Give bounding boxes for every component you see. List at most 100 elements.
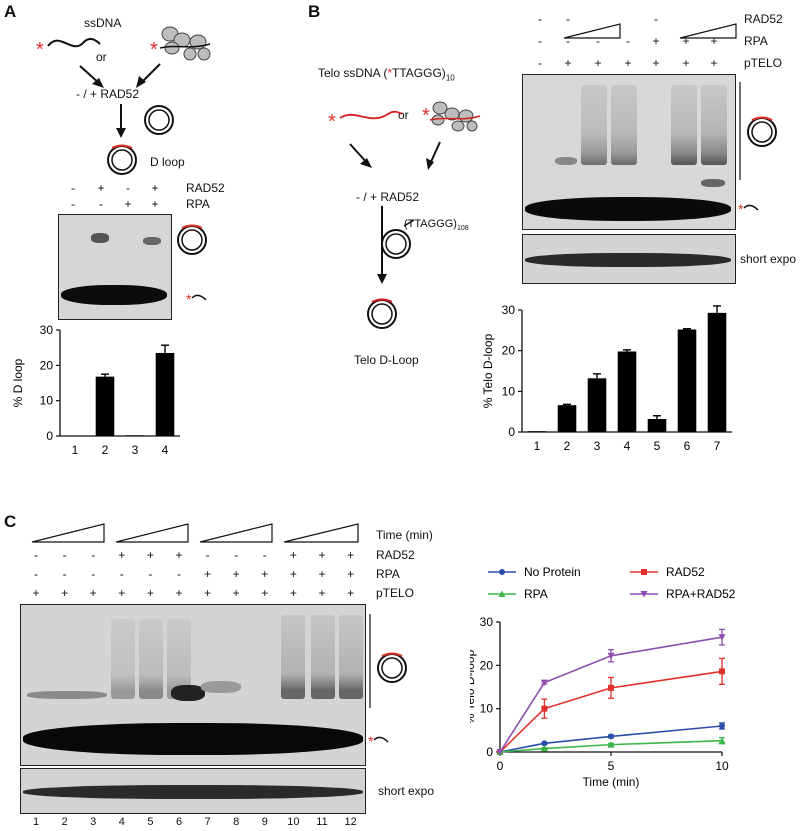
panel-c-sign-1-3: - [91,548,96,562]
panel-b-row-label-ptelo: pTELO [744,56,783,70]
panel-c-sign-1-6: + [175,548,183,562]
panel-b-sign-3-4: + [624,56,632,70]
panel-b-sign-2-4: - [626,34,630,48]
data-point-rad52 [719,668,725,675]
panel-c-sign-2-12: + [347,567,355,581]
panel-c-time-label: Time (min) [376,528,433,542]
y-tick-label: 0 [46,429,53,443]
bar-7 [707,312,727,432]
panel-c-short-expo-gel [20,768,366,814]
bar-2 [557,405,577,432]
panel-b-plasmid-label: (TTAGGG)108 [404,218,469,233]
x-tick-label: 4 [624,439,631,453]
legend-marker-rpa-rad52 [640,591,648,598]
gel-band [525,197,731,221]
y-tick-label: 30 [502,303,516,317]
gel-smear [671,85,697,165]
panel-b-gel-legend: * [738,82,777,217]
gel-band [91,233,109,243]
data-point-rpa-rad52 [540,679,548,687]
panel-a-dloop-label: D loop [150,155,185,169]
panel-c-sign-3-7: + [204,586,212,600]
gel-smear [701,85,727,165]
panel-c-sign-1-8: - [234,548,239,562]
data-point-rad52 [541,705,548,712]
panel-c-sign-2-11: + [318,567,326,581]
panel-b-gradient-triangles [563,23,737,39]
panel-c-sign-2-2: - [62,567,67,581]
panel-b-sign-3-3: + [594,56,602,70]
panel-c-sign-1-9: - [262,548,267,562]
panel-b-row-label-rpa: RPA [744,34,768,48]
panel-c-gel-legend: * [368,614,407,749]
gel-band [171,685,205,701]
panel-b-short-expo-gel [522,234,736,284]
panel-c-sign-3-4: + [118,586,126,600]
y-axis-label: % Telo D-loop [470,649,477,724]
legend-label-rpa-rad52: RPA+RAD52 [666,587,736,601]
panel-c-line-chart: 0 10 20 30 0 5 10 Time (min) % Telo D-loop No Pro… [470,565,736,789]
panel-c-lane-number: 2 [61,816,68,828]
legend-marker-no-protein [499,569,505,575]
panel-a-sign-1-4: + [151,181,159,195]
panel-c-sign-2-6: - [177,567,181,581]
x-tick-label: 5 [654,439,661,453]
x-tick-label: 7 [714,439,721,453]
legend-marker-rad52 [641,569,647,575]
gel-smear [339,615,363,699]
panel-c-lane-number: 3 [90,816,97,828]
panel-b-star-icon-2: * [422,105,430,127]
panel-a-star-icon: * [36,39,44,61]
panel-c-sign-1-10: + [289,548,297,562]
panel-b-sign-2-2: - [566,34,570,48]
panel-b-sign-1-2: - [566,12,570,26]
panel-b-schematic: * * [328,101,481,329]
panel-c-lane-number: 11 [316,816,328,828]
gel-band [61,285,167,305]
series-line-rpa [499,739,723,753]
panel-a-bar-chart: 0 10 20 30 1 2 3 4 % D loop [11,323,180,457]
y-tick-label: 0 [486,745,493,759]
panel-a-gel [58,214,172,320]
panel-a-letter: A [4,2,17,21]
data-point-no-protein [541,740,548,747]
legend-label-no-protein: No Protein [524,565,581,579]
panel-a-schematic: * * [36,26,211,175]
panel-a-sign-1-3: - [126,181,130,195]
gel-smear [281,615,305,699]
panel-b-sign-1-5: - [654,12,658,26]
panel-c-lane-number: 1 [32,816,40,828]
panel-c-lane-number: 9 [261,816,268,828]
panel-b-sign-2-3: - [596,34,600,48]
data-point-no-protein [719,723,725,729]
panel-a-gel-legend: * [177,224,207,307]
panel-a-sign-1-2: + [97,181,105,195]
data-point-rpa [718,737,726,744]
panel-c-lane-number: 6 [175,816,183,828]
gel-band [201,681,241,693]
panel-c-sign-1-2: - [62,548,67,562]
gel-band [27,691,107,699]
x-tick-label: 3 [594,439,601,453]
bar-3 [125,435,145,436]
panel-b-sign-3-6: + [682,56,690,70]
panel-c-sign-1-11: + [318,548,326,562]
panel-c-sign-2-1: - [34,567,38,581]
data-point-rpa-rad52 [718,634,726,641]
panel-b-star-icon: * [328,111,336,133]
panel-c-row-label-rad52: RAD52 [376,548,415,562]
x-tick-label: 0 [497,759,504,773]
panel-b-letter: B [308,2,321,21]
panel-c-sign-3-9: + [261,586,269,600]
panel-c-lane-number: 4 [118,816,125,828]
x-tick-label: 10 [715,759,729,773]
svg-text:*: * [738,201,744,217]
panel-a-row-label-rad52: RAD52 [186,181,225,195]
rpa-protein-icon [431,101,478,132]
x-tick-label: 4 [162,443,169,457]
legend-label-rpa: RPA [524,587,548,601]
panel-c-row-label-ptelo: pTELO [376,586,415,600]
panel-c-sign-3-11: + [318,586,326,600]
gel-band [23,723,363,755]
panel-c-sign-2-4: - [119,567,124,581]
